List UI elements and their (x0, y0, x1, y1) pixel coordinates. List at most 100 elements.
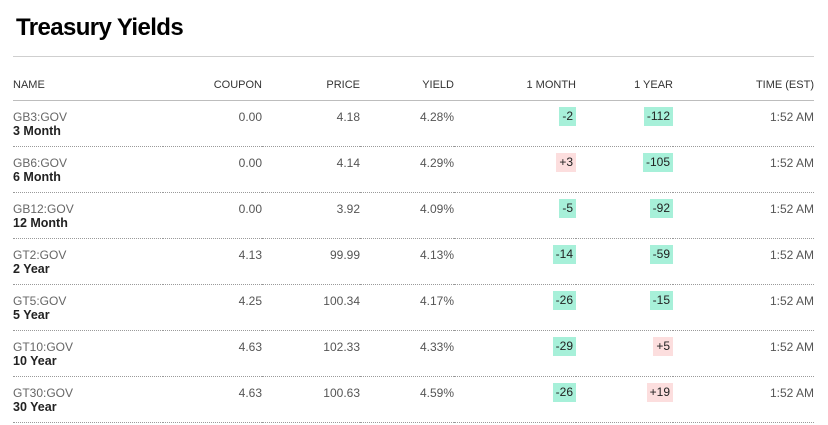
one-month-cell: -26 (454, 376, 576, 423)
one-month-change-badge: -26 (552, 383, 576, 402)
one-year-change-badge: -15 (649, 291, 673, 310)
price-value: 100.34 (323, 294, 360, 308)
security-label: 10 Year (13, 354, 57, 368)
yield-cell: 4.59% (360, 376, 454, 423)
time-value: 1:52 AM (769, 294, 814, 308)
coupon-value: 0.00 (238, 110, 262, 124)
price-value: 4.18 (336, 110, 360, 124)
one-year-cell: -105 (576, 146, 673, 193)
price-value: 4.14 (336, 156, 360, 170)
col-header-price[interactable]: PRICE (262, 70, 360, 101)
table-header-row: NAME COUPON PRICE YIELD 1 MONTH 1 YEAR T… (13, 70, 814, 101)
yield-cell: 4.17% (360, 284, 454, 331)
col-header-1-year[interactable]: 1 YEAR (576, 70, 673, 101)
one-month-change-badge: -5 (559, 199, 576, 218)
one-month-cell: -26 (454, 284, 576, 331)
time-value: 1:52 AM (769, 386, 814, 400)
page-title: Treasury Yields (16, 14, 184, 41)
coupon-value: 4.13 (238, 248, 262, 262)
table-row[interactable]: GT2:GOV 2 Year 4.13 99.99 4.13% -14 -59 1:52 AM (13, 238, 814, 285)
table-row[interactable]: GT10:GOV 10 Year 4.63 102.33 4.33% -29 +5 1:52 … (13, 330, 814, 377)
time-value: 1:52 AM (769, 340, 814, 354)
one-month-cell: -14 (454, 238, 576, 285)
table-row[interactable]: GT30:GOV 30 Year 4.63 100.63 4.59% -26 +19 1:52… (13, 376, 814, 423)
yield-value: 4.17% (419, 294, 454, 308)
one-year-cell: +5 (576, 330, 673, 377)
one-month-change-badge: -26 (552, 291, 576, 310)
time-value: 1:52 AM (769, 248, 814, 262)
table-row[interactable]: GB6:GOV 6 Month 0.00 4.14 4.29% +3 -105 1:52 AM (13, 146, 814, 193)
table-row[interactable]: GB12:GOV 12 Month 0.00 3.92 4.09% -5 -92 1:52 A… (13, 192, 814, 239)
yield-cell: 4.28% (360, 100, 454, 147)
security-name-cell: GB3:GOV 3 Month (13, 100, 163, 147)
col-header-1-month[interactable]: 1 MONTH (454, 70, 576, 101)
coupon-value: 0.00 (238, 156, 262, 170)
ticker-link[interactable]: GB6:GOV (13, 156, 68, 170)
one-year-cell: -15 (576, 284, 673, 331)
coupon-value: 4.63 (238, 386, 262, 400)
yield-value: 4.09% (419, 202, 454, 216)
time-cell: 1:52 AM (673, 238, 814, 285)
one-month-cell: -2 (454, 100, 576, 147)
time-cell: 1:52 AM (673, 330, 814, 377)
security-label: 5 Year (13, 308, 50, 322)
price-value: 3.92 (336, 202, 360, 216)
yield-value: 4.59% (419, 386, 454, 400)
security-label: 3 Month (13, 124, 61, 138)
yield-cell: 4.13% (360, 238, 454, 285)
ticker-link[interactable]: GT2:GOV (13, 248, 67, 262)
yield-cell: 4.29% (360, 146, 454, 193)
one-year-change-badge: +5 (653, 337, 673, 356)
col-header-time[interactable]: TIME (EST) (673, 70, 814, 101)
security-label: 12 Month (13, 216, 68, 230)
price-value: 99.99 (329, 248, 360, 262)
one-month-cell: +3 (454, 146, 576, 193)
one-year-change-badge: -105 (642, 153, 673, 172)
yield-cell: 4.33% (360, 330, 454, 377)
one-year-change-badge: -92 (649, 199, 673, 218)
ticker-link[interactable]: GT10:GOV (13, 340, 74, 354)
ticker-link[interactable]: GT30:GOV (13, 386, 74, 400)
one-year-change-badge: -112 (643, 107, 673, 126)
time-value: 1:52 AM (769, 110, 814, 124)
col-header-coupon[interactable]: COUPON (163, 70, 262, 101)
yields-table: NAME COUPON PRICE YIELD 1 MONTH 1 YEAR T… (13, 70, 814, 423)
yield-value: 4.33% (419, 340, 454, 354)
col-header-name[interactable]: NAME (13, 70, 163, 101)
ticker-link[interactable]: GB3:GOV (13, 110, 68, 124)
price-cell: 99.99 (262, 238, 360, 285)
time-cell: 1:52 AM (673, 146, 814, 193)
one-year-cell: -92 (576, 192, 673, 239)
coupon-value: 4.63 (238, 340, 262, 354)
security-name-cell: GT5:GOV 5 Year (13, 284, 163, 331)
ticker-link[interactable]: GB12:GOV (13, 202, 74, 216)
time-cell: 1:52 AM (673, 376, 814, 423)
coupon-value: 0.00 (238, 202, 262, 216)
table-row[interactable]: GT5:GOV 5 Year 4.25 100.34 4.17% -26 -15 1:52 A… (13, 284, 814, 331)
one-year-cell: -112 (576, 100, 673, 147)
security-name-cell: GT30:GOV 30 Year (13, 376, 163, 423)
price-cell: 4.14 (262, 146, 360, 193)
security-label: 6 Month (13, 170, 61, 184)
one-month-change-badge: -2 (559, 107, 576, 126)
yield-value: 4.29% (419, 156, 454, 170)
one-year-cell: +19 (576, 376, 673, 423)
yield-value: 4.28% (419, 110, 454, 124)
ticker-link[interactable]: GT5:GOV (13, 294, 67, 308)
price-value: 100.63 (323, 386, 360, 400)
time-cell: 1:52 AM (673, 284, 814, 331)
title-divider (13, 56, 814, 57)
col-header-yield[interactable]: YIELD (360, 70, 454, 101)
yield-cell: 4.09% (360, 192, 454, 239)
security-label: 2 Year (13, 262, 50, 276)
table-row[interactable]: GB3:GOV 3 Month 0.00 4.18 4.28% -2 -112 1:52 AM (13, 100, 814, 147)
price-cell: 4.18 (262, 100, 360, 147)
one-year-change-badge: -59 (649, 245, 673, 264)
coupon-cell: 4.63 (163, 376, 262, 423)
one-month-cell: -5 (454, 192, 576, 239)
coupon-cell: 4.13 (163, 238, 262, 285)
one-month-change-badge: -29 (552, 337, 576, 356)
security-name-cell: GB12:GOV 12 Month (13, 192, 163, 239)
security-name-cell: GT2:GOV 2 Year (13, 238, 163, 285)
time-cell: 1:52 AM (673, 192, 814, 239)
